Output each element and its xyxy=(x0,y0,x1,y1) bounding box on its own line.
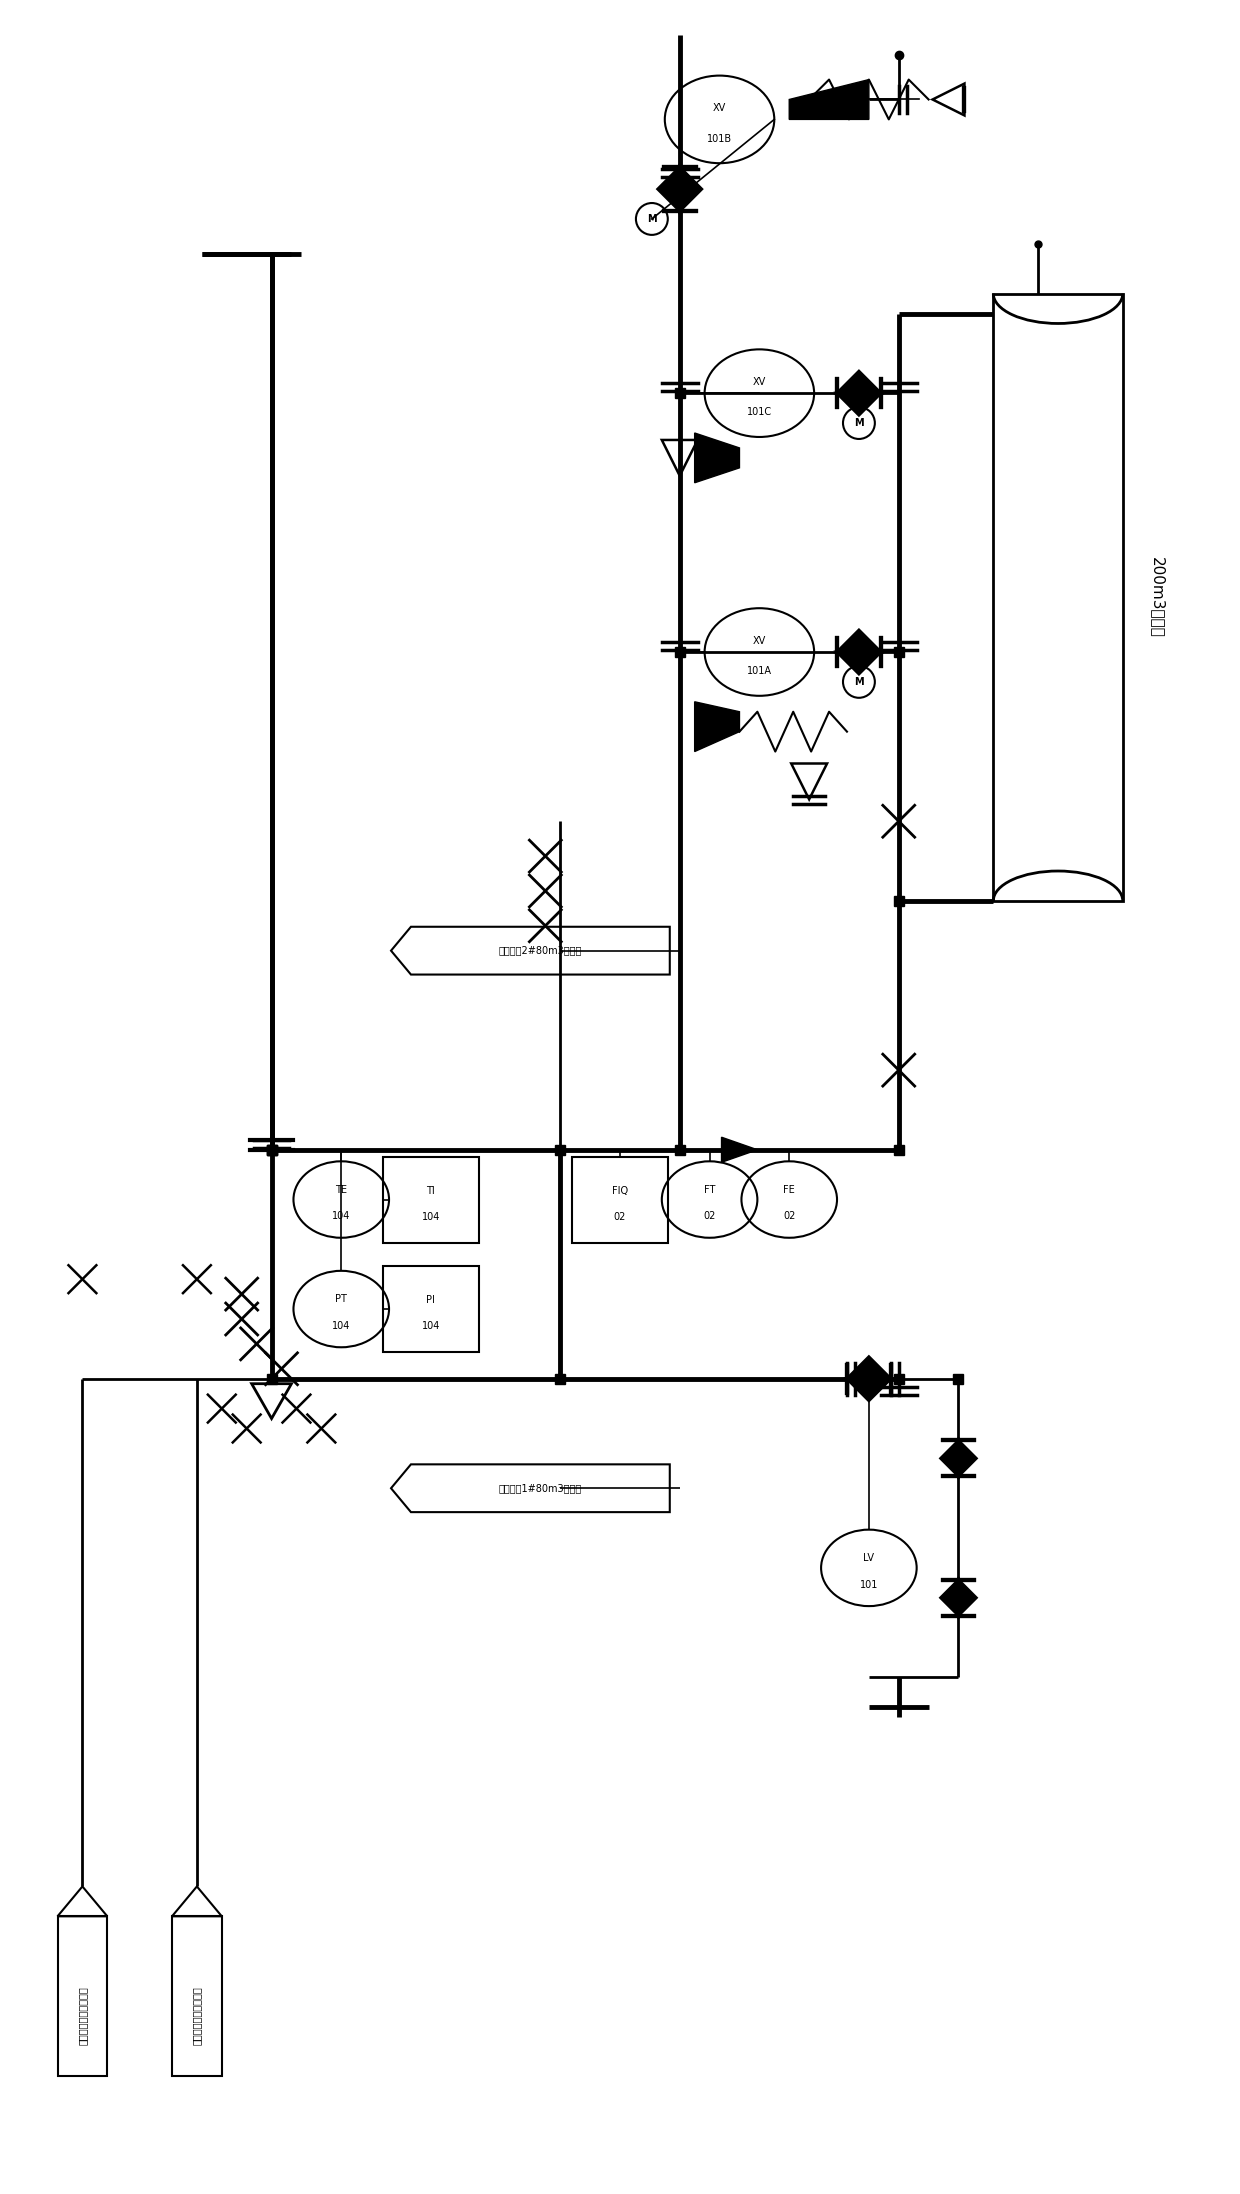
Text: 接上期汽包主蒸汽管道: 接上期汽包主蒸汽管道 xyxy=(77,1986,87,2045)
Text: 来自锅炉2#80m3蓄热罐: 来自锅炉2#80m3蓄热罐 xyxy=(498,946,582,957)
Text: 104: 104 xyxy=(422,1321,440,1332)
Bar xyxy=(172,1915,222,2076)
Text: LV: LV xyxy=(863,1553,874,1564)
Text: FE: FE xyxy=(784,1185,795,1196)
Text: M: M xyxy=(854,419,864,428)
Text: TI: TI xyxy=(427,1187,435,1196)
Polygon shape xyxy=(941,1580,959,1615)
Polygon shape xyxy=(680,167,702,211)
Polygon shape xyxy=(658,167,680,211)
Polygon shape xyxy=(941,1441,959,1477)
Text: 104: 104 xyxy=(422,1211,440,1222)
Text: FT: FT xyxy=(704,1185,715,1196)
Text: 101A: 101A xyxy=(746,667,771,676)
Text: 101B: 101B xyxy=(707,134,732,143)
Polygon shape xyxy=(847,1378,890,1400)
Text: 接上期汽包主蒸汽管道: 接上期汽包主蒸汽管道 xyxy=(192,1986,202,2045)
Text: 101C: 101C xyxy=(746,408,773,417)
Polygon shape xyxy=(722,1136,758,1163)
Text: 02: 02 xyxy=(703,1211,715,1222)
Text: M: M xyxy=(647,215,657,224)
Bar xyxy=(383,1156,479,1242)
Text: XV: XV xyxy=(753,377,766,386)
Bar xyxy=(993,294,1122,902)
Polygon shape xyxy=(789,79,869,118)
Text: TE: TE xyxy=(335,1185,347,1196)
Text: PI: PI xyxy=(427,1294,435,1305)
Bar xyxy=(572,1156,668,1242)
Text: 104: 104 xyxy=(332,1321,351,1332)
Text: 104: 104 xyxy=(332,1211,351,1222)
Polygon shape xyxy=(837,652,880,674)
Text: XV: XV xyxy=(753,636,766,645)
Polygon shape xyxy=(959,1441,976,1477)
Polygon shape xyxy=(959,1580,976,1615)
Polygon shape xyxy=(837,371,880,393)
Text: FIQ: FIQ xyxy=(611,1187,629,1196)
Polygon shape xyxy=(694,702,739,753)
Polygon shape xyxy=(847,1356,890,1378)
Bar xyxy=(383,1266,479,1352)
Text: 02: 02 xyxy=(614,1211,626,1222)
Text: M: M xyxy=(854,678,864,687)
Text: 200m3蓄热罐: 200m3蓄热罐 xyxy=(1149,557,1166,638)
Bar xyxy=(57,1915,108,2076)
Polygon shape xyxy=(837,630,880,652)
Text: XV: XV xyxy=(713,103,727,114)
Polygon shape xyxy=(694,432,739,483)
Polygon shape xyxy=(837,393,880,415)
Text: 02: 02 xyxy=(782,1211,795,1222)
Text: 101: 101 xyxy=(859,1580,878,1591)
Text: PT: PT xyxy=(335,1294,347,1305)
Text: 来自锅炉1#80m3蓄热罐: 来自锅炉1#80m3蓄热罐 xyxy=(498,1483,582,1494)
